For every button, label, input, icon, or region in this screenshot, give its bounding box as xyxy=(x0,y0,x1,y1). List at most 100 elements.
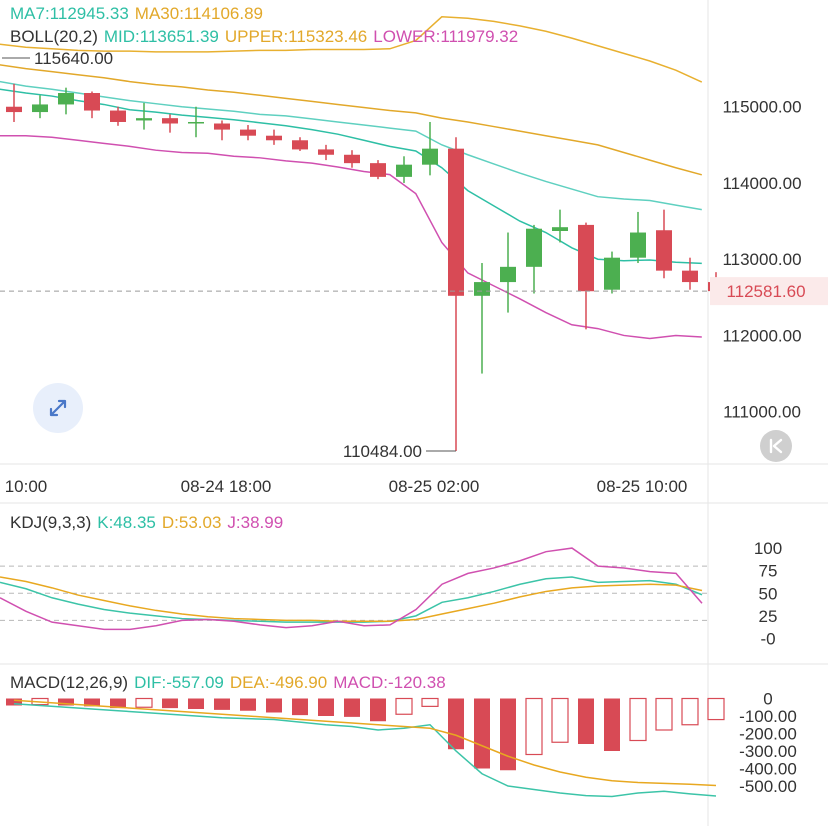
boll-upper-label: UPPER:115323.46 xyxy=(224,27,368,46)
boll-name: BOLL(20,2) xyxy=(10,27,98,46)
ma-legend: MA7:112945.33 MA30:114106.89 xyxy=(10,4,269,24)
kdj-line-k xyxy=(0,576,703,623)
last-price-tag xyxy=(710,277,828,306)
last-price-label: 112581.60 xyxy=(726,282,805,301)
macd-axis-label: -300.00 xyxy=(739,742,797,761)
macd-bar xyxy=(604,698,620,751)
kdj-name: KDJ(9,3,3) xyxy=(10,513,92,532)
macd-bar xyxy=(525,697,543,756)
candle-body xyxy=(396,164,412,177)
candle-body xyxy=(474,282,490,296)
candle-body xyxy=(292,140,308,150)
macd-bar xyxy=(655,697,673,731)
macd-bar xyxy=(370,698,386,722)
kdj-legend: KDJ(9,3,3) K:48.35 D:53.03 J:38.99 xyxy=(10,513,289,533)
candle-body xyxy=(578,224,594,292)
candle-body xyxy=(58,93,74,105)
expand-button[interactable] xyxy=(33,383,83,433)
macd-bar xyxy=(84,698,100,707)
macd-bar xyxy=(214,698,230,710)
candle-body xyxy=(266,135,282,141)
price-axis-label: 111000.00 xyxy=(723,403,801,422)
macd-axis-label: -200.00 xyxy=(739,725,797,744)
kdj-axis-label: 50 xyxy=(759,584,778,603)
macd-bar xyxy=(395,697,413,715)
candle-body xyxy=(448,148,464,296)
kdj-panel: 100 75 50 25 -0 xyxy=(0,539,782,648)
macd-dif-label: DIF:-557.09 xyxy=(134,673,224,692)
macd-bar xyxy=(344,698,360,717)
candle-body xyxy=(630,232,646,258)
candle-body xyxy=(344,154,360,164)
macd-bar xyxy=(162,698,178,709)
candle-body xyxy=(682,270,698,283)
candle-body xyxy=(526,228,542,267)
time-axis-label: 10:00 xyxy=(5,477,48,496)
line-upper xyxy=(0,16,703,83)
macd-bar xyxy=(681,697,699,726)
candle-body xyxy=(110,110,126,122)
line-mid xyxy=(0,80,702,211)
macd-bar xyxy=(266,698,282,713)
macd-bar xyxy=(292,698,308,716)
macd-axis-label: 0 xyxy=(763,690,772,709)
macd-legend: MACD(12,26,9) DIF:-557.09 DEA:-496.90 MACD:… xyxy=(10,673,452,693)
candle-body xyxy=(162,118,178,124)
macd-bar xyxy=(188,698,204,709)
candle-body xyxy=(604,257,620,290)
min-price-label: 110484.00 xyxy=(343,442,422,461)
price-axis-label: 114000.00 xyxy=(722,174,801,193)
price-indicator-lines xyxy=(0,16,703,340)
macd-bar xyxy=(629,697,647,742)
candle-body xyxy=(240,129,256,136)
candle-body xyxy=(214,123,230,130)
candle-body xyxy=(422,148,438,165)
kdj-line-d xyxy=(0,576,703,623)
macd-bar xyxy=(707,697,725,721)
macd-axis-label: -400.00 xyxy=(739,760,797,779)
skip-to-latest-button[interactable] xyxy=(760,430,792,462)
macd-line-dea xyxy=(13,699,717,787)
macd-bar xyxy=(551,697,569,743)
kdj-axis-label: 75 xyxy=(759,562,778,581)
kdj-line-j xyxy=(0,547,703,631)
candle-body xyxy=(188,121,204,124)
macd-bar xyxy=(6,698,22,706)
candle-body xyxy=(318,149,334,155)
boll-lower-label: LOWER:111979.32 xyxy=(373,27,519,46)
ma7-label: MA7:112945.33 xyxy=(10,4,129,23)
candle-body xyxy=(370,163,386,177)
macd-bar xyxy=(500,698,516,771)
price-axis-label: 113000.00 xyxy=(722,250,801,269)
macd-bar xyxy=(240,698,256,711)
macd-name: MACD(12,26,9) xyxy=(10,673,129,692)
max-price-label: 115640.00 xyxy=(34,49,113,68)
macd-bar xyxy=(110,698,126,709)
expand-arrows-icon xyxy=(49,399,67,417)
candle-body xyxy=(136,118,152,121)
macd-value-label: MACD:-120.38 xyxy=(333,673,446,692)
candle-body xyxy=(500,266,516,283)
candle-body xyxy=(32,104,48,113)
macd-bar xyxy=(578,698,594,744)
macd-axis-label: -100.00 xyxy=(739,707,797,726)
macd-bar xyxy=(58,698,74,706)
time-axis-label: 08-25 02:00 xyxy=(389,477,480,496)
candle-body xyxy=(84,93,100,111)
kdj-d-label: D:53.03 xyxy=(161,513,222,532)
candle-body xyxy=(6,106,22,113)
kdj-axis-label: 100 xyxy=(754,539,782,558)
macd-bar xyxy=(474,698,490,769)
line-ma30 xyxy=(0,64,702,176)
line-lower xyxy=(0,134,702,340)
kdj-axis-label: 25 xyxy=(759,607,778,626)
ma30-label: MA30:114106.89 xyxy=(134,4,264,23)
line-ma7 xyxy=(0,88,702,265)
skip-to-latest-icon xyxy=(769,438,783,454)
candlesticks xyxy=(6,83,724,452)
boll-legend: BOLL(20,2) MID:113651.39 UPPER:115323.46 LO… xyxy=(10,27,524,47)
macd-bar xyxy=(135,697,153,708)
macd-line-dif xyxy=(13,703,717,798)
